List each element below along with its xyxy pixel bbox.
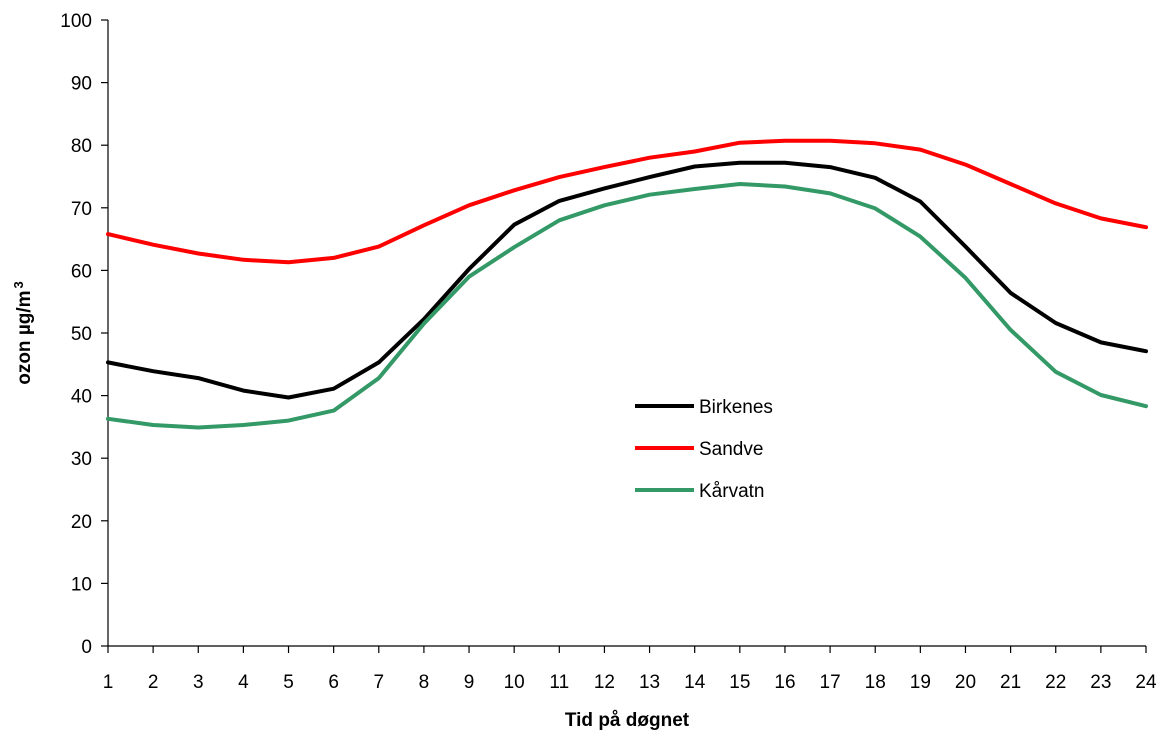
x-tick-label-21: 21 (1000, 672, 1021, 693)
y-tick-label-10: 10 (71, 574, 92, 595)
y-tick-label-70: 70 (71, 199, 92, 220)
legend-label-birkenes: Birkenes (699, 397, 773, 418)
x-tick-label-11: 11 (549, 672, 569, 693)
x-tick-label-16: 16 (774, 672, 795, 693)
y-axis-title-superscript: 3 (11, 281, 26, 288)
y-ticks: 0 10 20 30 40 50 60 70 80 90 100 (60, 11, 108, 658)
x-tick-label-20: 20 (955, 672, 976, 693)
y-tick-label-100: 100 (60, 11, 92, 32)
y-tick-label-20: 20 (71, 512, 92, 533)
x-tick-label-14: 14 (684, 672, 706, 693)
x-tick-label-8: 8 (419, 672, 430, 693)
legend-label-kårvatn: Kårvatn (699, 481, 764, 502)
x-tick-label-23: 23 (1090, 672, 1111, 693)
x-tick-label-17: 17 (820, 672, 841, 693)
y-tick-label-90: 90 (71, 74, 92, 95)
x-tick-label-10: 10 (504, 672, 525, 693)
x-tick-label-22: 22 (1045, 672, 1066, 693)
y-tick-label-0: 0 (81, 637, 92, 658)
y-axis-title-main: ozon µg/m (14, 290, 35, 384)
x-tick-label-5: 5 (283, 672, 294, 693)
x-tick-label-18: 18 (865, 672, 886, 693)
series-lines (106, 138, 1148, 430)
legend: Birkenes Sandve Kårvatn (635, 397, 773, 502)
x-tick-label-9: 9 (464, 672, 475, 693)
x-tick-label-12: 12 (594, 672, 615, 693)
x-ticks: 1 2 3 4 5 6 7 8 9 10 11 12 13 14 15 16 17 18 19 20 21 22 23 24 (103, 646, 1157, 693)
y-tick-label-30: 30 (71, 449, 92, 470)
x-tick-label-2: 2 (148, 672, 159, 693)
series-line-kårvatn (106, 182, 1148, 430)
x-tick-label-24: 24 (1135, 672, 1157, 693)
x-tick-label-13: 13 (639, 672, 660, 693)
axes (107, 20, 1146, 647)
x-tick-label-4: 4 (238, 672, 249, 693)
x-tick-label-19: 19 (910, 672, 931, 693)
x-tick-label-1: 1 (103, 672, 114, 693)
y-tick-label-60: 60 (71, 261, 92, 282)
y-tick-label-40: 40 (71, 387, 92, 408)
series-line-sandve (106, 138, 1148, 265)
x-tick-label-6: 6 (328, 672, 339, 693)
x-tick-label-7: 7 (373, 672, 384, 693)
x-tick-label-15: 15 (729, 672, 750, 693)
x-axis-title: Tid på døgnet (565, 710, 690, 731)
y-tick-label-50: 50 (71, 324, 92, 345)
y-tick-label-80: 80 (71, 136, 92, 157)
x-tick-label-3: 3 (193, 672, 204, 693)
y-axis-title: ozon µg/m 3 (11, 281, 35, 385)
series-line-birkenes (106, 160, 1148, 400)
legend-label-sandve: Sandve (699, 439, 763, 460)
